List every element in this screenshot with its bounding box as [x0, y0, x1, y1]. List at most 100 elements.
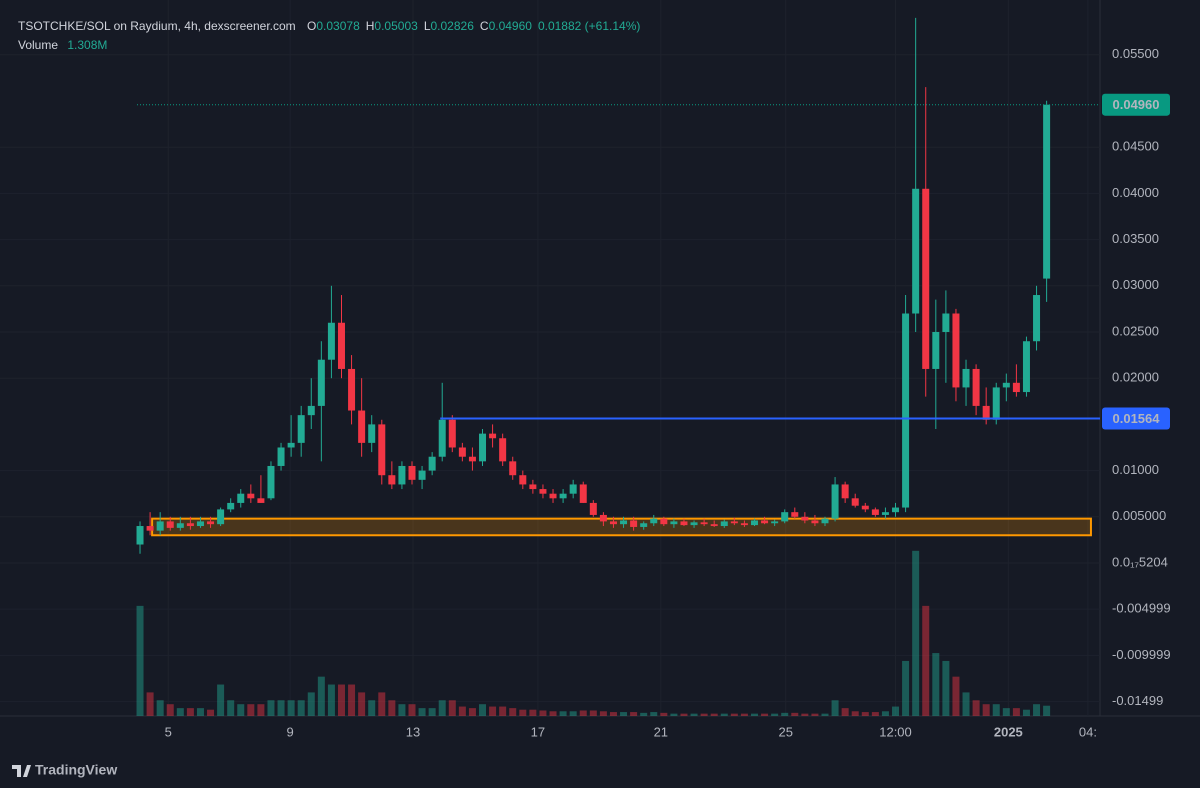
volume-value: 1.308M — [67, 38, 107, 52]
candle-body — [942, 313, 950, 332]
volume-bar — [630, 712, 638, 716]
volume-bar — [196, 708, 204, 716]
volume-bar — [489, 706, 497, 716]
candle-body — [871, 509, 879, 515]
candle-body — [750, 520, 758, 526]
volume-bar — [418, 708, 426, 716]
volume-bar — [771, 713, 779, 716]
volume-layer — [136, 550, 1051, 716]
candle-body — [620, 520, 628, 525]
volume-bar — [428, 708, 436, 716]
candle-body — [972, 368, 980, 406]
volume-bar — [680, 713, 688, 716]
volume-bar — [579, 710, 587, 716]
volume-row: Volume 1.308M — [18, 38, 107, 52]
volume-bar — [620, 712, 628, 716]
volume-bar — [599, 711, 607, 716]
candle-body — [952, 313, 960, 388]
volume-bar — [247, 704, 255, 716]
candle-body — [519, 475, 527, 485]
volume-bar — [750, 713, 758, 716]
volume-bar — [609, 712, 617, 716]
candle-body — [1012, 382, 1020, 393]
logo-text: TradingView — [35, 762, 117, 778]
volume-bar — [509, 708, 517, 716]
volume-bar — [700, 713, 708, 716]
candle-body — [257, 498, 265, 503]
volume-bar — [1043, 705, 1051, 716]
price-label-box — [1102, 93, 1170, 116]
legend-value: 0.03078 — [316, 19, 360, 33]
volume-bar — [176, 708, 184, 716]
volume-bar — [730, 713, 738, 716]
volume-bar — [720, 713, 728, 716]
legend-key: O — [307, 19, 316, 33]
volume-bar — [468, 708, 476, 716]
legend-key: C — [480, 19, 489, 33]
volume-bar — [992, 704, 1000, 716]
legend-value: 0.02826 — [431, 19, 475, 33]
y-tick-label: 0.05500 — [1112, 46, 1159, 61]
volume-bar — [166, 704, 174, 716]
legend-key: L — [424, 19, 431, 33]
candle-body — [912, 188, 920, 314]
volume-bar — [398, 704, 406, 716]
y-tick-label: 0.005000 — [1112, 508, 1166, 523]
volume-bar — [136, 605, 144, 716]
candle-body — [1022, 341, 1030, 393]
volume-bar — [982, 704, 990, 716]
candle-body — [277, 447, 285, 466]
volume-bar — [438, 700, 446, 716]
volume-bar — [831, 700, 839, 716]
volume-bar — [559, 711, 567, 716]
volume-bar — [227, 700, 235, 716]
y-tick-label: 0.02000 — [1112, 370, 1159, 385]
legend-change: 0.01882 (+61.14%) — [538, 19, 640, 33]
volume-bar — [337, 684, 345, 716]
candle-body — [559, 493, 567, 499]
candle-body — [337, 322, 345, 369]
candle-body — [287, 442, 295, 448]
candle-body — [307, 405, 315, 416]
volume-bar — [861, 712, 869, 716]
candle-body — [710, 524, 718, 527]
volume-bar — [479, 704, 487, 716]
y-tick-label: 0.04000 — [1112, 185, 1159, 200]
candle-body — [166, 521, 174, 528]
price-label: 0.04960 — [1113, 97, 1160, 112]
x-tick-label: 12:00 — [879, 724, 912, 739]
candle-body — [388, 475, 396, 485]
y-tick-label: 0.0₁₇5204 — [1112, 554, 1168, 569]
volume-bar — [358, 692, 366, 716]
volume-bar — [207, 709, 215, 716]
x-tick-label: 25 — [778, 724, 792, 739]
candle-body — [630, 520, 638, 527]
candle-body — [479, 433, 487, 462]
volume-bar — [327, 684, 335, 716]
candle-body — [730, 521, 738, 524]
candle-body — [1033, 295, 1041, 342]
candle-body — [791, 512, 799, 517]
volume-bar — [821, 713, 829, 716]
volume-bar — [871, 712, 879, 716]
y-tick-label: -0.009999 — [1112, 647, 1171, 662]
candle-body — [348, 368, 356, 411]
candle-body — [801, 516, 809, 521]
candle-body — [156, 521, 164, 531]
y-tick-label: 0.01000 — [1112, 462, 1159, 477]
candle-body — [509, 461, 517, 476]
candle-body — [358, 410, 366, 443]
candle-body — [438, 419, 446, 457]
candle-body — [811, 520, 819, 524]
volume-bar — [670, 713, 678, 716]
volume-bar — [307, 692, 315, 716]
candle-body — [740, 523, 748, 526]
candle-body — [499, 438, 507, 462]
y-tick-label: 0.03000 — [1112, 277, 1159, 292]
candle-body — [398, 465, 406, 485]
volume-bar — [237, 704, 245, 716]
volume-bar — [942, 660, 950, 716]
volume-bar — [186, 708, 194, 716]
